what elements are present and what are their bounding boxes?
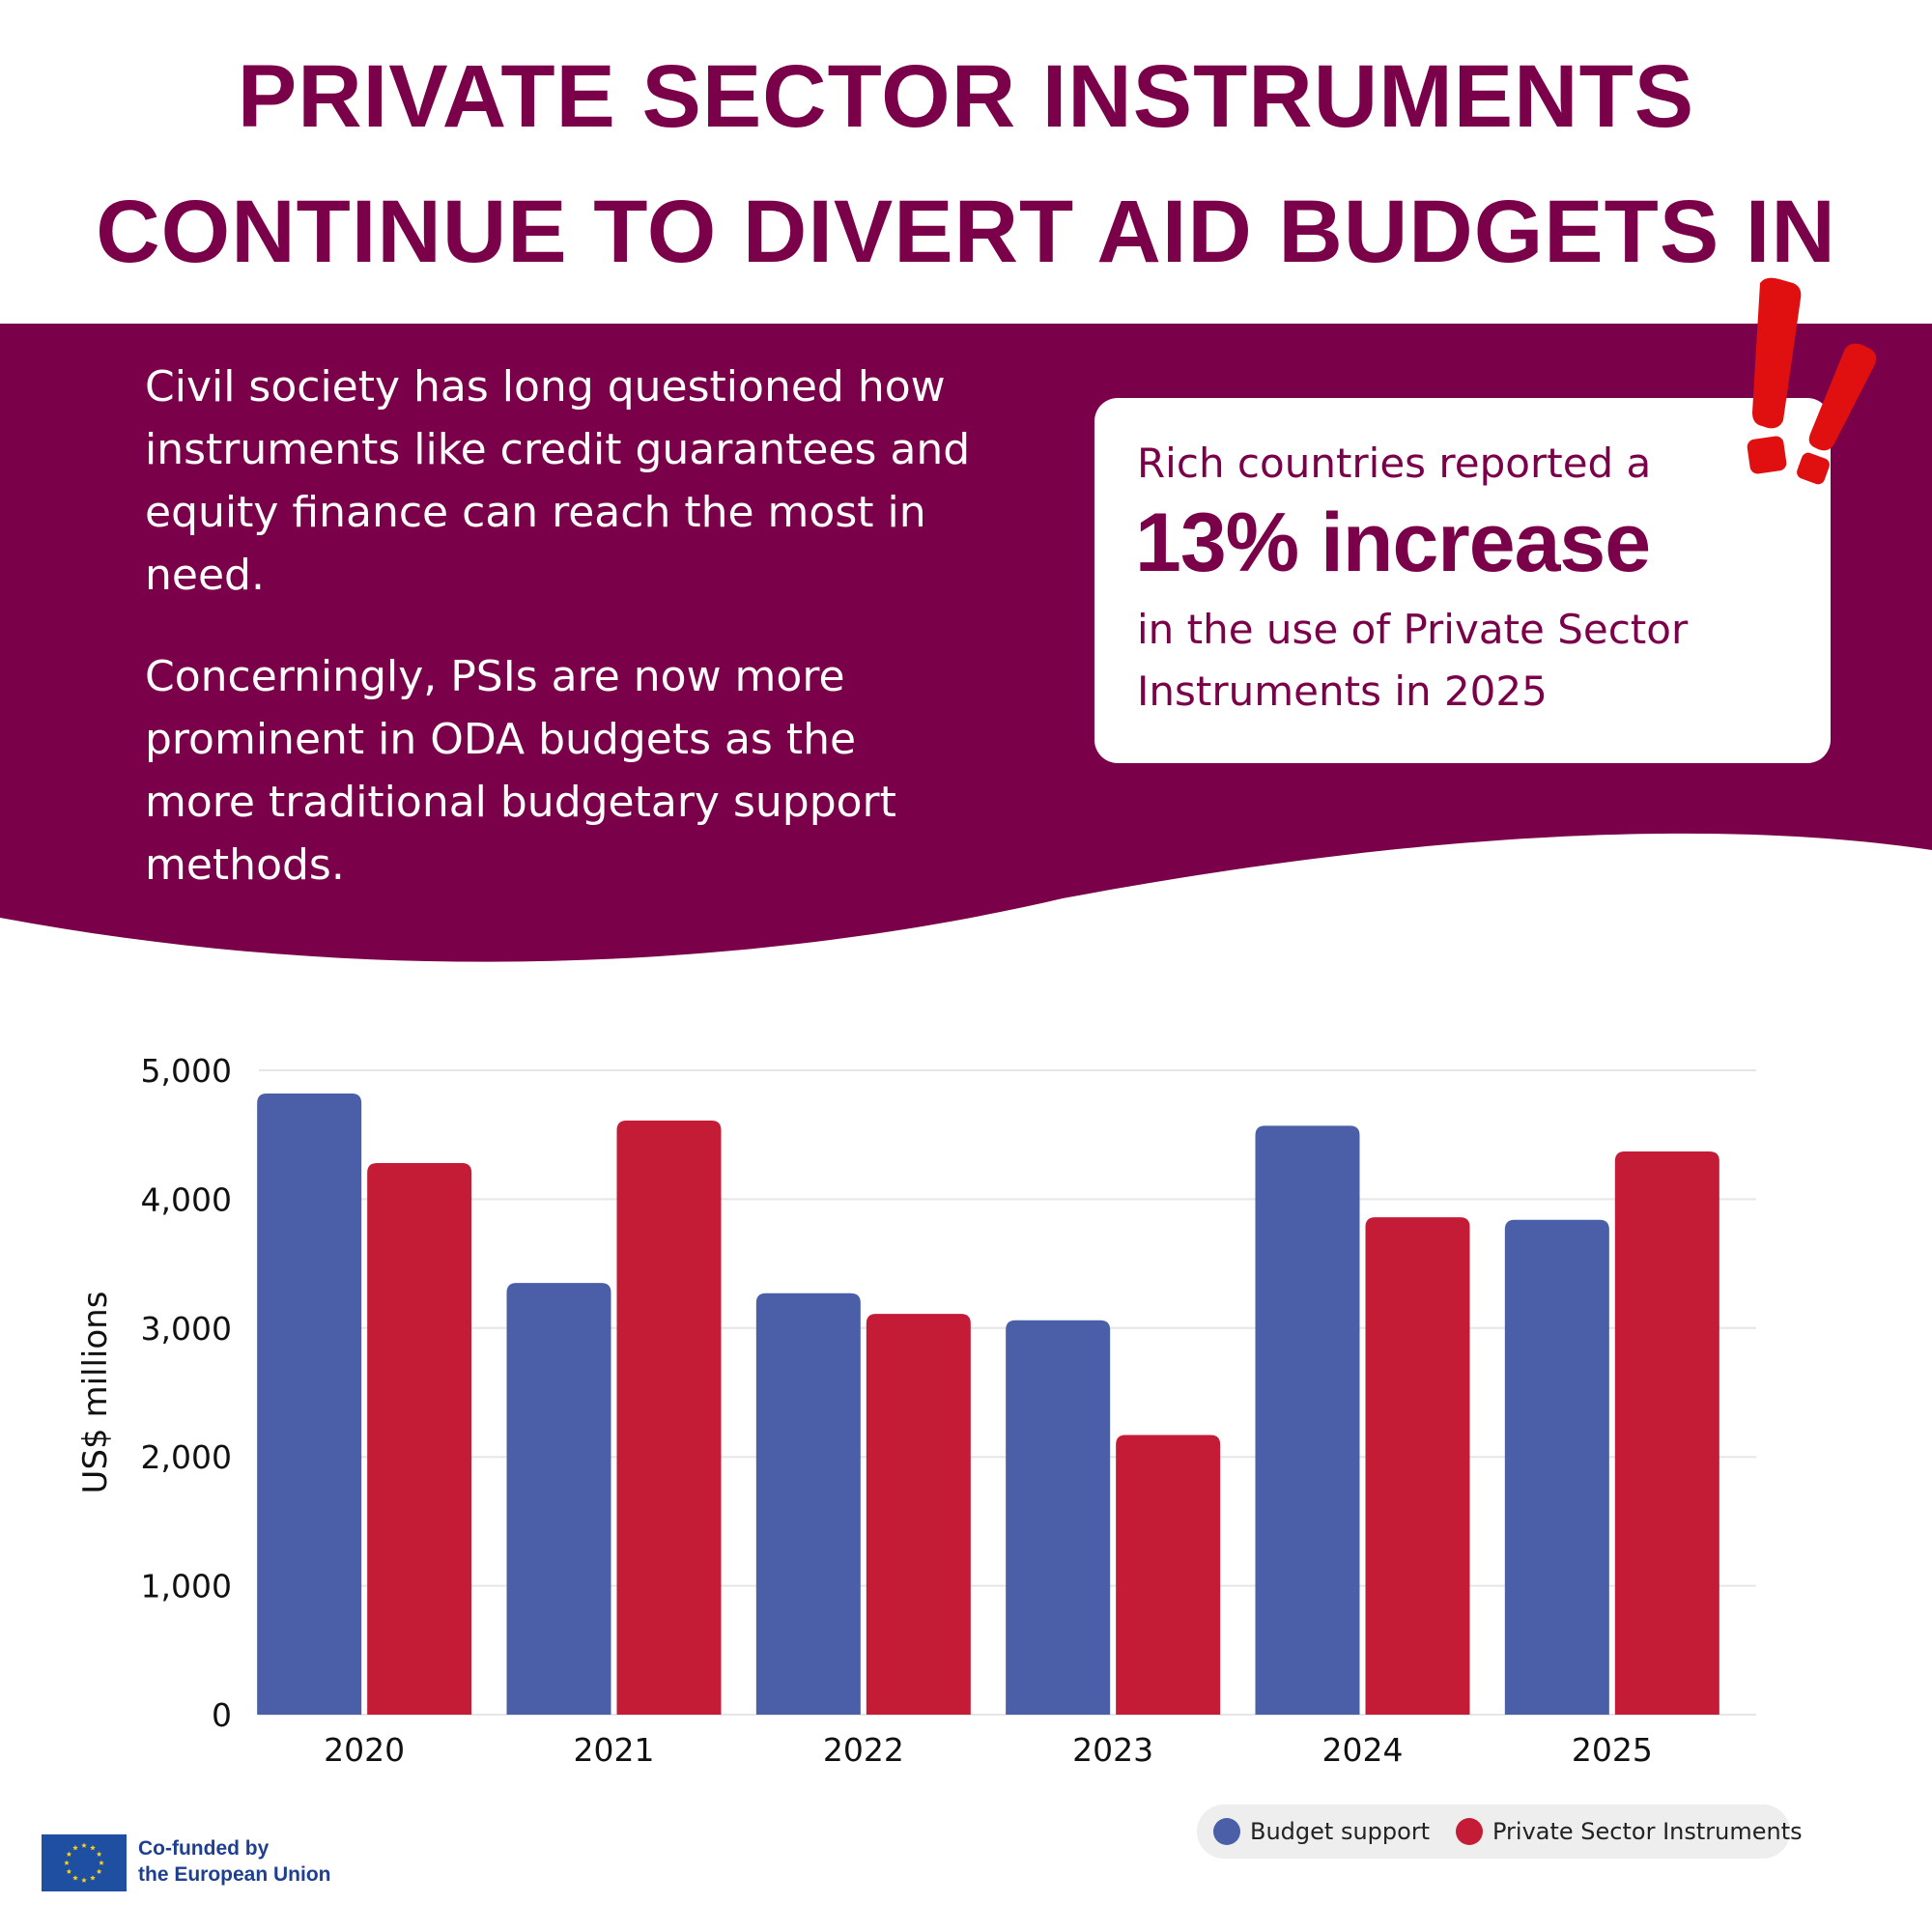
x-axis-ticks: 2020 2021 2022 2023 2024 2025: [324, 1731, 1653, 1769]
intro-paragraph-2: Concerningly, PSIs are now more prominen…: [145, 652, 896, 890]
eu-star: [96, 1868, 102, 1874]
legend-label-budget-support: Budget support: [1250, 1818, 1431, 1845]
funding-notice: Co-funded by the European Union: [138, 1835, 370, 1888]
callout-trailing-text: in the use of Private Sector Instruments…: [1137, 606, 1689, 715]
x-tick-label: 2020: [324, 1731, 405, 1769]
bar-psi-2021: [616, 1121, 722, 1715]
bar-psi-2025: [1614, 1151, 1719, 1715]
eu-star: [66, 1868, 72, 1874]
eu-star: [90, 1844, 96, 1851]
eu-star: [72, 1844, 78, 1851]
eu-flag-icon: [42, 1834, 127, 1891]
x-tick-label: 2022: [823, 1731, 904, 1769]
funding-line-1: Co-funded by: [138, 1837, 270, 1860]
bar-budget-support-2023: [1006, 1320, 1111, 1715]
bar-budget-support-2021: [506, 1283, 611, 1715]
bar-psi-2022: [866, 1314, 971, 1715]
eu-star: [96, 1851, 102, 1857]
y-tick-label: 0: [212, 1696, 232, 1734]
x-tick-label: 2021: [574, 1731, 655, 1769]
legend-item-psi: Private Sector Instruments: [1456, 1804, 1803, 1859]
funding-line-2: the European Union: [138, 1863, 331, 1886]
eu-star: [64, 1860, 70, 1865]
legend-swatch-budget-support: [1213, 1818, 1240, 1845]
legend-swatch-psi: [1456, 1818, 1483, 1845]
y-tick-label: 2,000: [141, 1438, 232, 1476]
y-axis-label: US$ millions: [76, 1292, 115, 1494]
y-tick-label: 3,000: [141, 1310, 232, 1348]
page-title: PRIVATE SECTOR INSTRUMENTS CONTINUE TO D…: [96, 47, 1836, 416]
callout-highlight: 13% increase: [1135, 497, 1651, 589]
y-tick-label: 5,000: [141, 1052, 232, 1090]
x-tick-label: 2024: [1322, 1731, 1404, 1769]
bar-budget-support-2022: [755, 1293, 861, 1715]
bar-budget-support-2020: [257, 1094, 362, 1715]
eu-star: [81, 1842, 87, 1848]
y-tick-label: 1,000: [141, 1568, 232, 1605]
legend-label-psi: Private Sector Instruments: [1492, 1818, 1803, 1845]
eu-star: [90, 1875, 96, 1881]
intro-paragraph-1: Civil society has long questioned how in…: [145, 362, 971, 600]
bars: [257, 1094, 1719, 1715]
y-axis-ticks: 0 1,000 2,000 3,000 4,000 5,000: [141, 1052, 232, 1734]
eu-star: [66, 1851, 72, 1857]
bar-psi-2024: [1365, 1217, 1470, 1715]
y-tick-label: 4,000: [141, 1180, 232, 1218]
eu-star: [72, 1875, 78, 1881]
x-tick-label: 2023: [1072, 1731, 1153, 1769]
bar-psi-2023: [1116, 1435, 1221, 1715]
bar-budget-support-2025: [1504, 1219, 1609, 1715]
bar-budget-support-2024: [1255, 1125, 1360, 1715]
exclamation-icon: [1747, 277, 1877, 485]
bar-psi-2020: [367, 1163, 472, 1715]
callout-lead-text: Rich countries reported a: [1137, 440, 1652, 487]
eu-star: [81, 1877, 87, 1883]
stat-callout: Rich countries reported a 13% increase i…: [1094, 398, 1831, 763]
legend-item-budget-support: Budget support: [1213, 1804, 1430, 1859]
chart-legend: Budget support Private Sector Instrument…: [1197, 1804, 1803, 1859]
x-tick-label: 2025: [1572, 1731, 1653, 1769]
eu-star: [99, 1860, 104, 1865]
